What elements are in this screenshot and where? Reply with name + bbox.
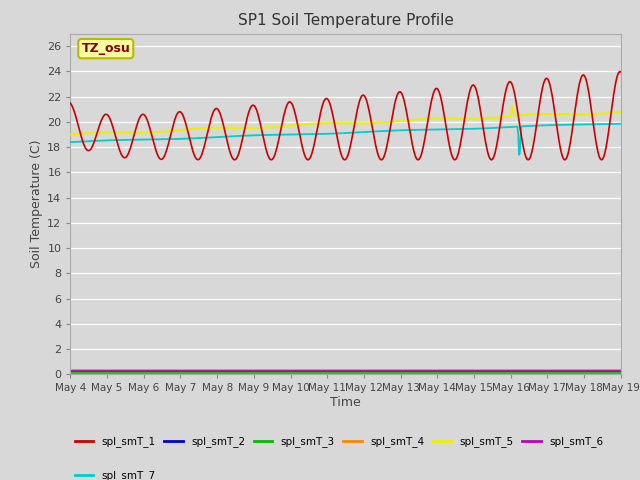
X-axis label: Time: Time (330, 396, 361, 409)
Legend: spl_smT_7: spl_smT_7 (70, 467, 160, 480)
Title: SP1 Soil Temperature Profile: SP1 Soil Temperature Profile (237, 13, 454, 28)
Y-axis label: Soil Temperature (C): Soil Temperature (C) (30, 140, 43, 268)
Text: TZ_osu: TZ_osu (81, 42, 130, 55)
